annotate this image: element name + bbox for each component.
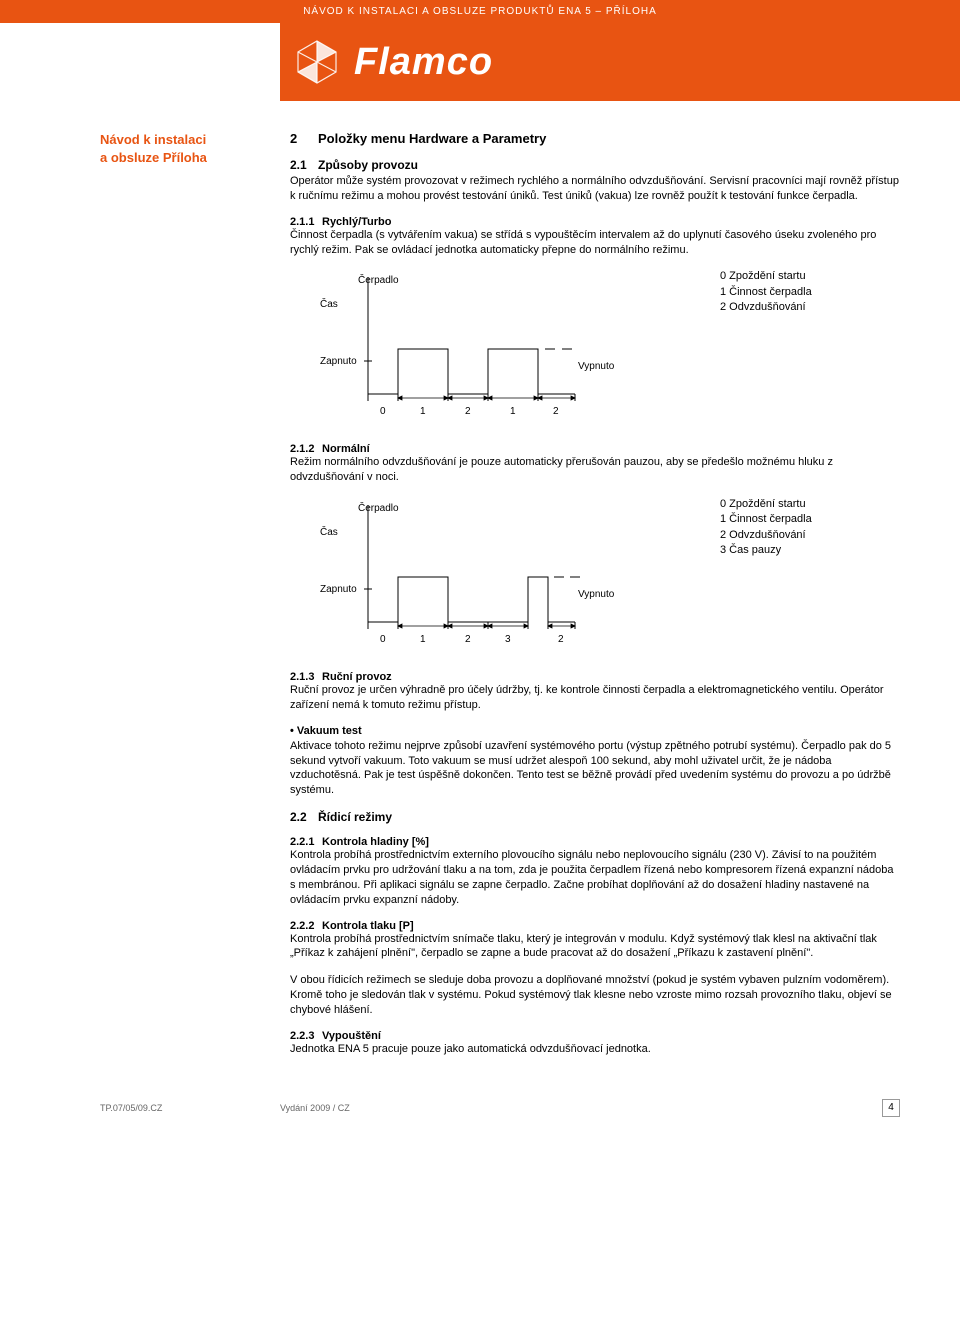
chart-1-ylabel: Čerpadlo <box>358 273 399 286</box>
para-2-2-3: Jednotka ENA 5 pracuje pouze jako automa… <box>290 1042 900 1057</box>
para-vacuum: Aktivace tohoto režimu nejprve způsobí u… <box>290 739 900 798</box>
chart-1-svg-wrap: Čerpadlo Čas Zapnuto Vypnuto <box>290 269 610 419</box>
chart-1: Čerpadlo Čas Zapnuto Vypnuto <box>290 269 900 419</box>
brand-name: Flamco <box>354 41 493 84</box>
chart-2-mark-3: 3 <box>505 634 511 645</box>
chart-1-legend: 0 Zpoždění startu 1 Činnost čerpadla 2 O… <box>610 269 812 419</box>
chart-2-legend: 0 Zpoždění startu 1 Činnost čerpadla 2 O… <box>610 497 812 647</box>
heading-2-2-1: 2.2.1Kontrola hladiny [%] <box>290 836 900 848</box>
heading-2-2-1-title: Kontrola hladiny [%] <box>322 836 429 848</box>
main-content: 2Položky menu Hardware a Parametry 2.1Zp… <box>280 131 960 1069</box>
chart-1-legend-0: 0 Zpoždění startu <box>720 269 812 284</box>
para-2-1: Operátor může systém provozovat v režime… <box>290 174 900 204</box>
heading-2-1-3-title: Ruční provoz <box>322 671 392 683</box>
para-2-2-1: Kontrola probíhá prostřednictvím externí… <box>290 848 900 907</box>
heading-2-1-num: 2.1 <box>290 158 318 172</box>
sidebar-title-line2: a obsluze Příloha <box>100 149 260 167</box>
heading-2-2-2-num: 2.2.2 <box>290 920 322 932</box>
chart-2-svg: Čerpadlo Čas Zapnuto Vypnuto <box>320 497 620 647</box>
heading-2-2-3: 2.2.3Vypouštění <box>290 1030 900 1042</box>
heading-2-2-3-title: Vypouštění <box>322 1030 381 1042</box>
para-2-2-2b: V obou řídicích režimech se sleduje doba… <box>290 973 900 1018</box>
chart-2-legend-1: 1 Činnost čerpadla <box>720 512 812 527</box>
sidebar: Návod k instalaci a obsluze Příloha <box>0 131 280 1069</box>
footer-page-number: 4 <box>882 1099 900 1117</box>
chart-2-legend-0: 0 Zpoždění startu <box>720 497 812 512</box>
para-2-2-2: Kontrola probíhá prostřednictvím snímače… <box>290 932 900 962</box>
heading-2-2-2: 2.2.2Kontrola tlaku [P] <box>290 920 900 932</box>
top-banner: NÁVOD K INSTALACI A OBSLUZE PRODUKTŮ ENA… <box>0 0 960 23</box>
chart-2-legend-2: 2 Odvzdušňování <box>720 528 812 543</box>
chart-2-mark-4: 2 <box>558 634 564 645</box>
heading-2: 2Položky menu Hardware a Parametry <box>290 131 900 146</box>
chart-2-legend-3: 3 Čas pauzy <box>720 543 812 558</box>
chart-1-mark-1: 1 <box>420 406 426 417</box>
heading-2-1-2-num: 2.1.2 <box>290 443 322 455</box>
sidebar-title: Návod k instalaci a obsluze Příloha <box>100 131 260 167</box>
heading-2-1-3: 2.1.3Ruční provoz <box>290 671 900 683</box>
chart-1-mark-2: 2 <box>465 406 471 417</box>
chart-2-mark-1: 1 <box>420 634 426 645</box>
chart-2-zapnuto: Zapnuto <box>320 584 357 595</box>
chart-1-legend-1: 1 Činnost čerpadla <box>720 285 812 300</box>
footer-left: TP.07/05/09.CZ <box>100 1103 280 1113</box>
chart-1-mark-0: 0 <box>380 406 386 417</box>
chart-2: Čerpadlo Čas Zapnuto Vypnuto <box>290 497 900 647</box>
logo-band: Flamco <box>280 23 960 101</box>
chart-1-svg: Čerpadlo Čas Zapnuto Vypnuto <box>320 269 620 419</box>
heading-2-num: 2 <box>290 131 318 146</box>
chart-2-ylabel: Čerpadlo <box>358 501 399 514</box>
chart-1-xlabel: Čas <box>320 297 338 310</box>
heading-2-1-1-num: 2.1.1 <box>290 216 322 228</box>
heading-2-1-2-title: Normální <box>322 443 370 455</box>
chart-2-xlabel: Čas <box>320 525 338 538</box>
heading-2-1-1: 2.1.1Rychlý/Turbo <box>290 216 900 228</box>
heading-2-2-3-num: 2.2.3 <box>290 1030 322 1042</box>
heading-2-title: Položky menu Hardware a Parametry <box>318 131 546 146</box>
heading-2-1-3-num: 2.1.3 <box>290 671 322 683</box>
footer: TP.07/05/09.CZ Vydání 2009 / CZ 4 <box>0 1069 960 1131</box>
chart-1-legend-2: 2 Odvzdušňování <box>720 300 812 315</box>
chart-1-mark-4: 2 <box>553 406 559 417</box>
sidebar-title-line1: Návod k instalaci <box>100 131 260 149</box>
chart-2-mark-0: 0 <box>380 634 386 645</box>
para-2-1-1: Činnost čerpadla (s vytvářením vakua) se… <box>290 228 900 258</box>
flamco-logo-icon <box>292 37 342 87</box>
heading-2-2-1-num: 2.2.1 <box>290 836 322 848</box>
page-body: Návod k instalaci a obsluze Příloha 2Pol… <box>0 101 960 1069</box>
heading-2-1-title: Způsoby provozu <box>318 158 418 172</box>
para-2-1-2: Režim normálního odvzdušňování je pouze … <box>290 455 900 485</box>
heading-2-2-num: 2.2 <box>290 810 318 824</box>
heading-2-2-title: Řídicí režimy <box>318 810 392 824</box>
chart-2-mark-2: 2 <box>465 634 471 645</box>
heading-2-1-2: 2.1.2Normální <box>290 443 900 455</box>
heading-2-2: 2.2Řídicí režimy <box>290 810 900 824</box>
footer-mid: Vydání 2009 / CZ <box>280 1103 882 1113</box>
chart-1-mark-3: 1 <box>510 406 516 417</box>
heading-vacuum: • Vakuum test <box>290 725 900 737</box>
para-2-1-3: Ruční provoz je určen výhradně pro účely… <box>290 683 900 713</box>
heading-2-1: 2.1Způsoby provozu <box>290 158 900 172</box>
heading-2-1-1-title: Rychlý/Turbo <box>322 216 391 228</box>
chart-1-zapnuto: Zapnuto <box>320 356 357 367</box>
heading-2-2-2-title: Kontrola tlaku [P] <box>322 920 414 932</box>
chart-2-svg-wrap: Čerpadlo Čas Zapnuto Vypnuto <box>290 497 610 647</box>
